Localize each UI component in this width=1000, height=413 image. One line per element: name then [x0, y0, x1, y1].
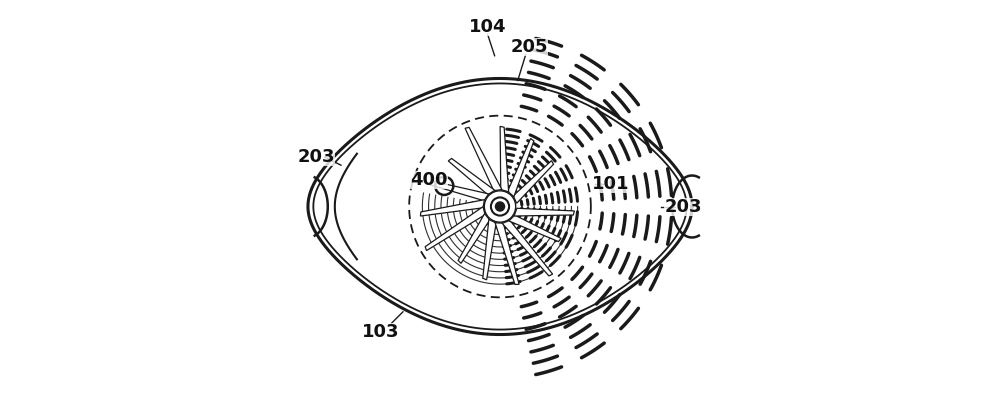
Polygon shape — [509, 215, 561, 242]
Text: 104: 104 — [469, 18, 506, 36]
Polygon shape — [448, 159, 495, 195]
Polygon shape — [425, 206, 485, 251]
Polygon shape — [429, 181, 489, 201]
Text: 101: 101 — [592, 175, 629, 193]
Circle shape — [495, 202, 505, 211]
Text: 205: 205 — [511, 38, 548, 57]
Polygon shape — [500, 126, 509, 192]
Polygon shape — [495, 223, 519, 285]
Polygon shape — [513, 161, 554, 203]
Polygon shape — [508, 138, 534, 197]
Text: 400: 400 — [410, 171, 448, 189]
Polygon shape — [465, 127, 502, 191]
Text: 203: 203 — [664, 197, 702, 216]
Polygon shape — [458, 214, 490, 263]
Text: 103: 103 — [361, 323, 399, 342]
Polygon shape — [420, 199, 484, 216]
Polygon shape — [502, 221, 553, 276]
Polygon shape — [483, 219, 496, 280]
Polygon shape — [514, 208, 574, 216]
Text: 203: 203 — [297, 148, 335, 166]
